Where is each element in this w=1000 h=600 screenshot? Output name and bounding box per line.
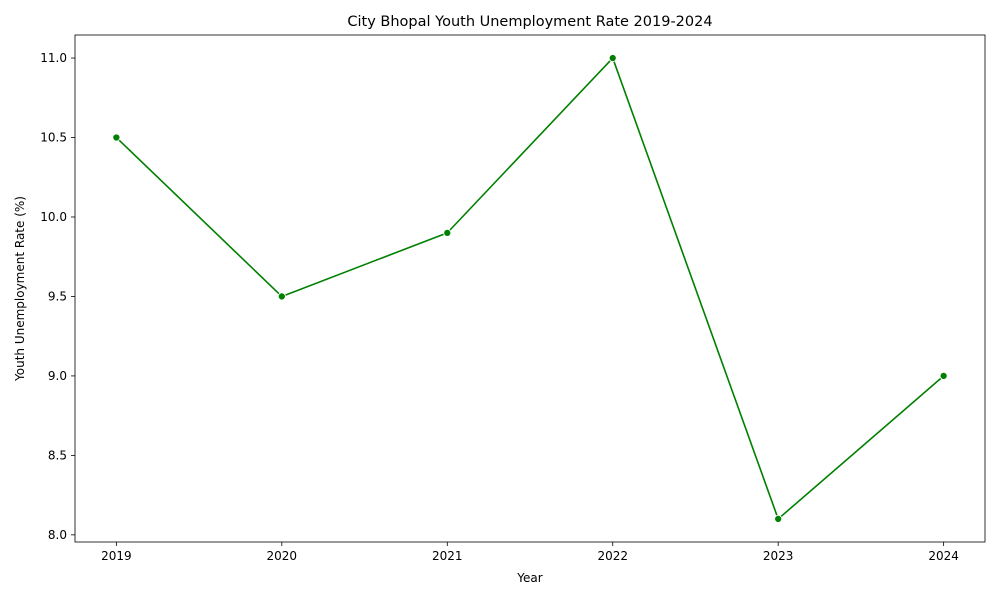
chart-title: City Bhopal Youth Unemployment Rate 2019… xyxy=(347,14,712,30)
y-tick-label: 10.0 xyxy=(40,210,67,224)
x-tick-label: 2023 xyxy=(763,549,794,563)
x-tick-label: 2021 xyxy=(432,549,463,563)
x-axis-ticks: 2019 2020 2021 2022 2023 2024 xyxy=(101,542,959,563)
y-tick-label: 8.5 xyxy=(48,448,67,462)
y-tick-label: 8.0 xyxy=(48,528,67,542)
y-tick-label: 10.5 xyxy=(40,131,67,145)
y-tick-label: 9.0 xyxy=(48,369,67,383)
data-point xyxy=(443,228,452,237)
data-point xyxy=(277,292,286,301)
x-tick-label: 2024 xyxy=(928,549,959,563)
plot-area-frame xyxy=(74,34,986,543)
plot-series xyxy=(112,54,948,524)
series-line xyxy=(115,57,945,520)
y-tick-label: 11.0 xyxy=(40,51,67,65)
x-tick-label: 2022 xyxy=(597,549,628,563)
data-point xyxy=(608,54,617,63)
data-point xyxy=(774,514,783,524)
y-axis-ticks: 8.0 8.5 9.0 9.5 10.0 10.5 11.0 xyxy=(40,51,75,542)
y-tick-label: 9.5 xyxy=(48,289,67,303)
x-tick-label: 2020 xyxy=(267,549,298,563)
x-axis-label: Year xyxy=(516,571,542,585)
y-axis-label: Youth Unemployment Rate (%) xyxy=(13,196,27,382)
x-tick-label: 2019 xyxy=(101,549,132,563)
data-point xyxy=(939,371,948,380)
data-point xyxy=(112,133,121,142)
